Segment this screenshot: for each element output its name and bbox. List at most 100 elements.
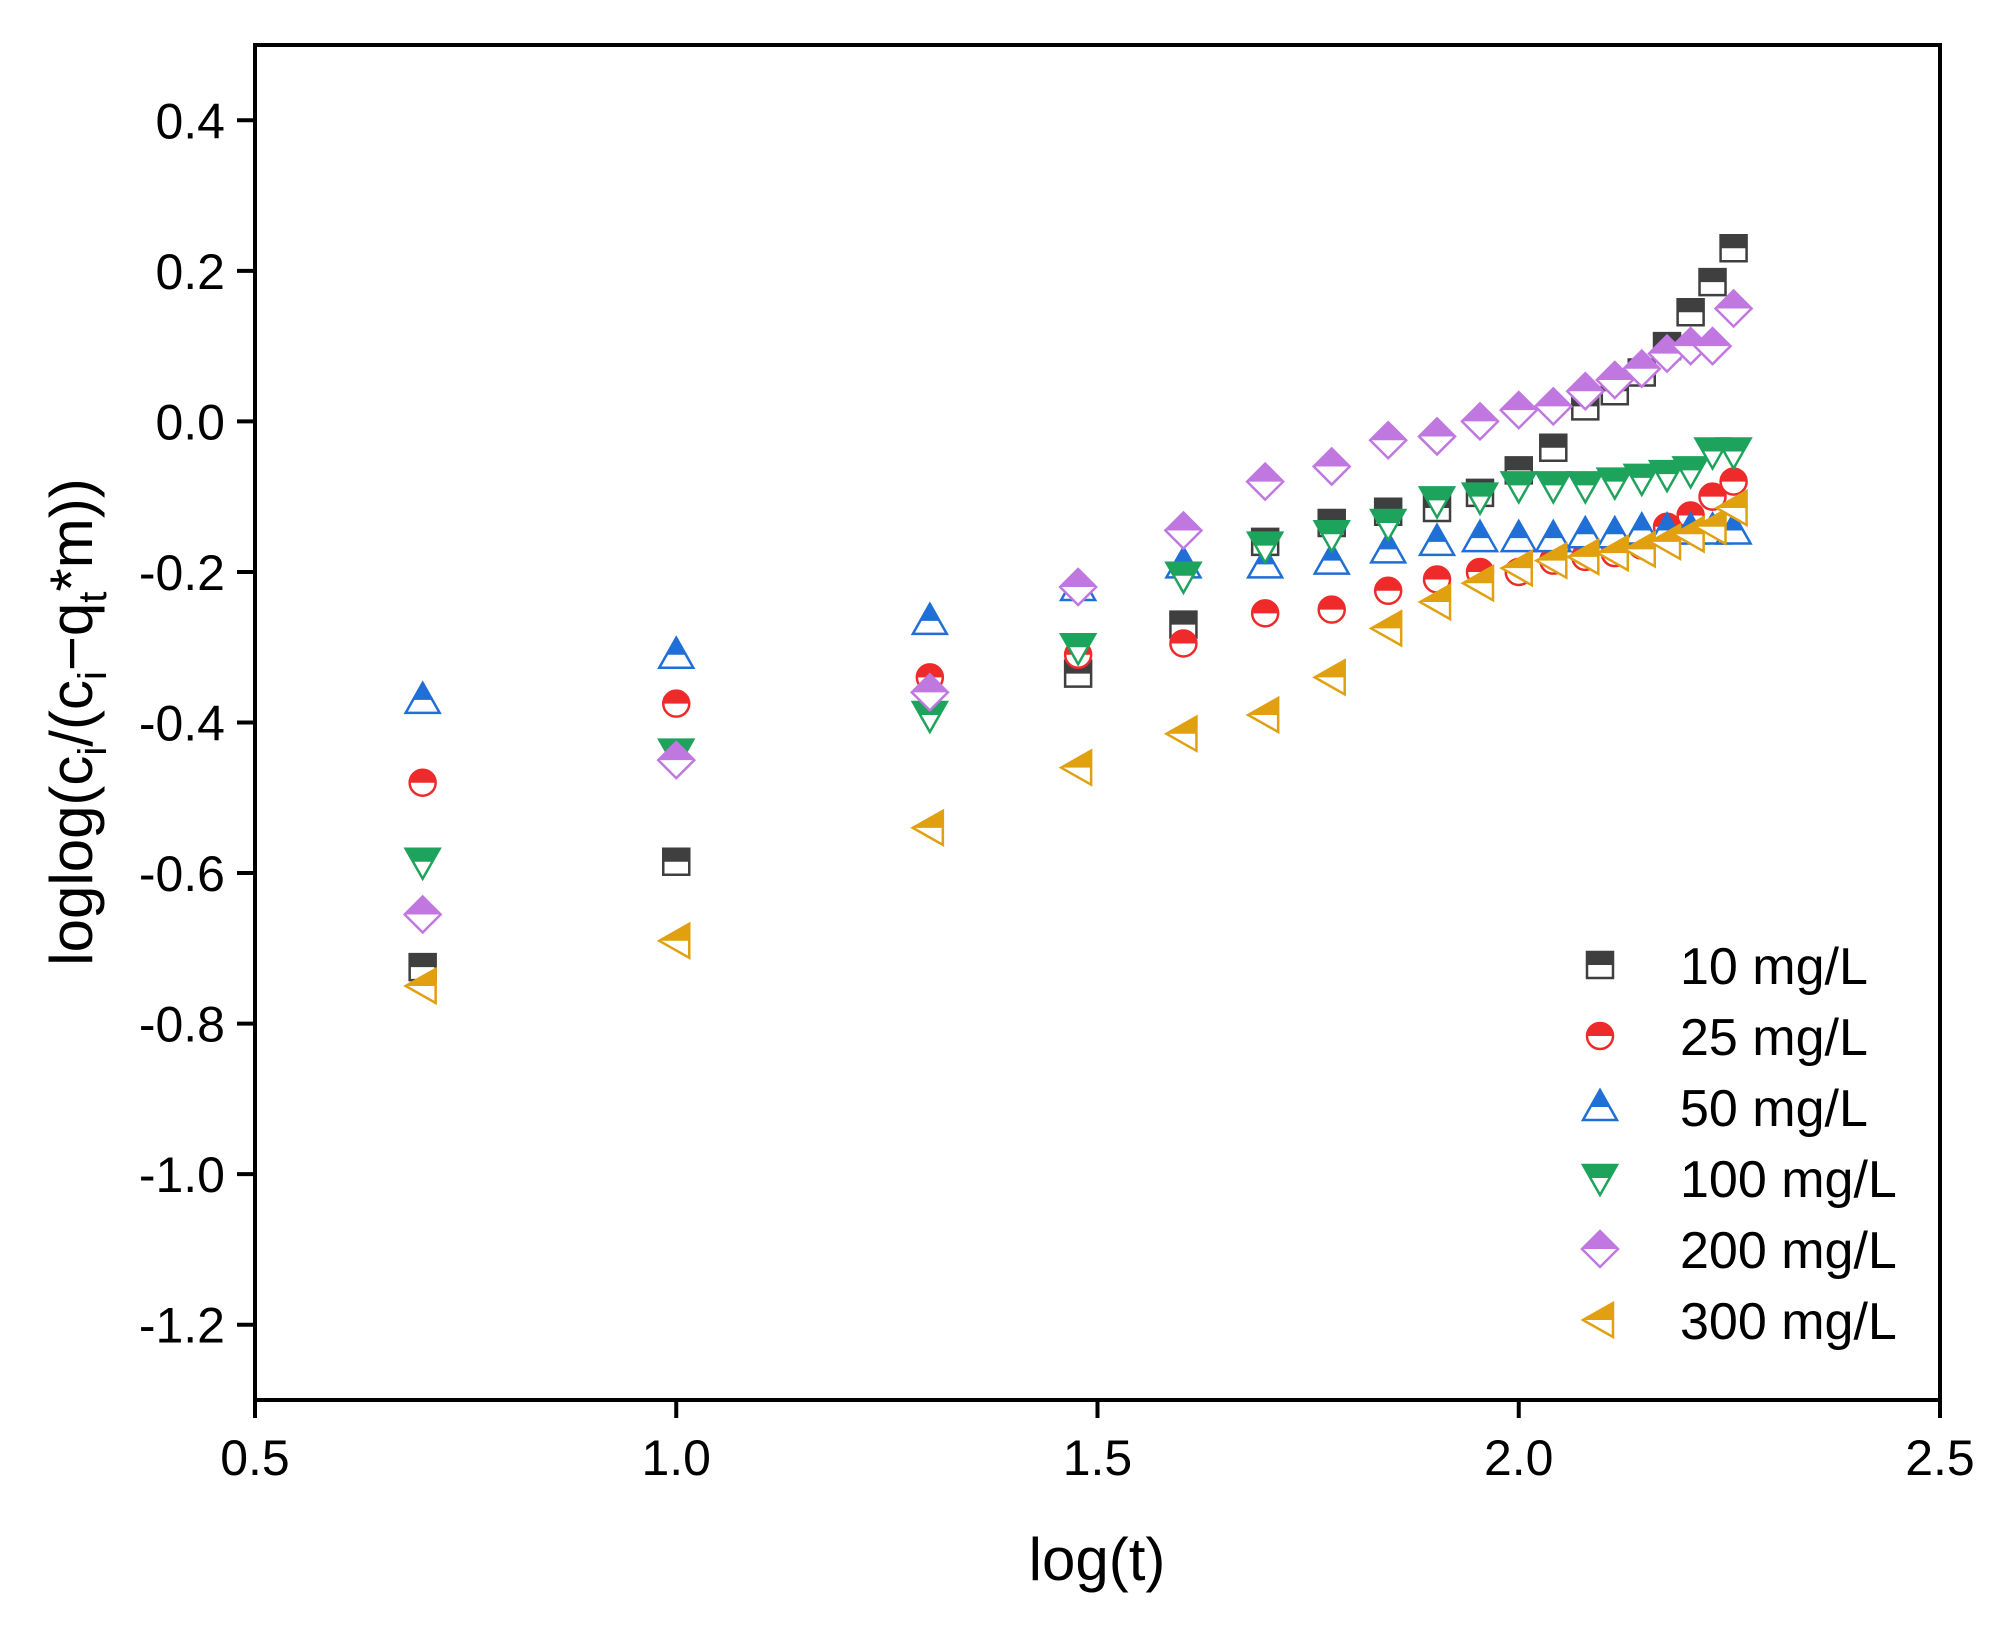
data-point	[656, 740, 697, 780]
data-point	[1676, 297, 1705, 327]
data-point	[656, 921, 691, 960]
data-point	[1368, 609, 1403, 648]
data-point	[1565, 537, 1600, 577]
data-point	[403, 847, 442, 882]
data-point	[1692, 507, 1727, 546]
series-5	[402, 288, 1754, 935]
data-point	[1417, 522, 1457, 557]
x-tick-label: 0.5	[220, 1430, 290, 1486]
legend-label: 50 mg/L	[1680, 1080, 1868, 1138]
legend-label: 10 mg/L	[1680, 938, 1868, 996]
y-tick-label: 0.4	[155, 93, 225, 149]
data-point	[1692, 326, 1733, 366]
data-point	[1719, 234, 1748, 263]
x-axis: 0.5 1.0 1.5 2.0 2.5	[220, 1400, 1975, 1486]
data-point	[1595, 533, 1630, 573]
data-point	[1499, 549, 1533, 588]
data-point	[1417, 582, 1452, 622]
data-point	[1533, 541, 1568, 580]
y-axis-title-subscript: i	[71, 747, 115, 756]
legend-marker	[1580, 1229, 1620, 1269]
data-point	[1698, 267, 1727, 297]
data-point	[1713, 288, 1754, 329]
legend-marker	[1580, 1087, 1620, 1122]
data-point	[1246, 531, 1285, 566]
data-point	[403, 966, 437, 1006]
data-point	[1622, 530, 1657, 569]
x-tick-label: 1.0	[641, 1430, 711, 1486]
data-point	[662, 689, 691, 718]
series-6	[403, 488, 1748, 1006]
data-point	[1368, 420, 1408, 460]
x-tick-label: 2.0	[1484, 1430, 1554, 1486]
data-point	[1250, 599, 1280, 628]
data-point	[1622, 463, 1661, 498]
data-point	[1245, 461, 1285, 502]
data-point	[1169, 629, 1198, 658]
legend-marker	[1585, 950, 1615, 980]
data-point	[657, 635, 696, 669]
y-axis: 0.4 0.2 0.0 -0.2 -0.4 -0.6 -0.8 -1.0 -1.2	[139, 93, 255, 1354]
data-point	[1533, 386, 1574, 427]
data-point	[408, 768, 437, 797]
x-tick-label: 1.5	[1063, 1430, 1133, 1486]
data-point	[910, 672, 950, 713]
data-point	[1595, 467, 1634, 502]
data-point	[402, 894, 443, 935]
data-point	[1245, 695, 1280, 735]
y-tick-label: 0.2	[155, 244, 225, 300]
series-1	[408, 234, 1748, 982]
data-point	[1595, 360, 1635, 400]
data-point	[1647, 459, 1687, 494]
data-point	[1539, 433, 1568, 462]
y-axis-title-part: loglog(c	[38, 756, 105, 966]
data-point	[1369, 508, 1408, 543]
data-point	[1460, 564, 1495, 603]
y-tick-label: -0.4	[139, 696, 225, 752]
legend: 10 mg/L 25 mg/L 50 mg/L 100 mg/L 200 mg/L 300…	[1580, 938, 1897, 1351]
data-point	[1417, 416, 1457, 457]
data-point	[1499, 518, 1538, 553]
data-point	[1714, 488, 1748, 528]
data-point	[1460, 482, 1500, 517]
legend-label: 100 mg/L	[1680, 1151, 1897, 1209]
legend-marker	[1580, 1163, 1620, 1198]
x-tick-label: 2.5	[1905, 1430, 1975, 1486]
y-tick-label: -0.6	[139, 846, 225, 902]
data-point	[1719, 467, 1748, 496]
data-point	[1460, 518, 1500, 553]
data-point	[1164, 561, 1203, 596]
data-point	[1698, 482, 1727, 511]
data-point	[1671, 456, 1710, 490]
data-points	[402, 234, 1754, 1006]
series-4	[403, 437, 1753, 882]
data-point	[1417, 486, 1457, 520]
legend-label: 200 mg/L	[1680, 1222, 1897, 1280]
data-point	[1311, 446, 1352, 487]
data-point	[1714, 437, 1753, 472]
legend-marker	[1585, 1021, 1615, 1051]
series-2	[408, 467, 1748, 797]
y-axis-title-subscript: t	[71, 592, 115, 603]
y-axis-title-part: *m))	[38, 478, 105, 591]
data-point	[1534, 471, 1573, 505]
data-point	[1058, 632, 1098, 667]
y-axis-title-part: −q	[38, 603, 105, 671]
y-tick-label: -1.0	[139, 1147, 225, 1203]
data-point	[1317, 595, 1346, 624]
data-point	[1163, 714, 1198, 753]
data-point	[910, 601, 949, 636]
y-axis-title-subscript: i	[71, 671, 115, 680]
legend-label: 300 mg/L	[1680, 1293, 1897, 1351]
data-point	[1312, 658, 1346, 697]
data-point	[1498, 390, 1539, 430]
data-point	[403, 680, 442, 715]
y-tick-label: 0.0	[155, 394, 225, 450]
y-tick-label: -0.8	[139, 997, 225, 1053]
legend-marker	[1580, 1300, 1615, 1340]
data-point	[1460, 401, 1500, 442]
data-point	[1566, 471, 1605, 505]
data-point	[1312, 520, 1351, 554]
data-point	[1647, 522, 1682, 561]
data-point	[1621, 348, 1662, 389]
